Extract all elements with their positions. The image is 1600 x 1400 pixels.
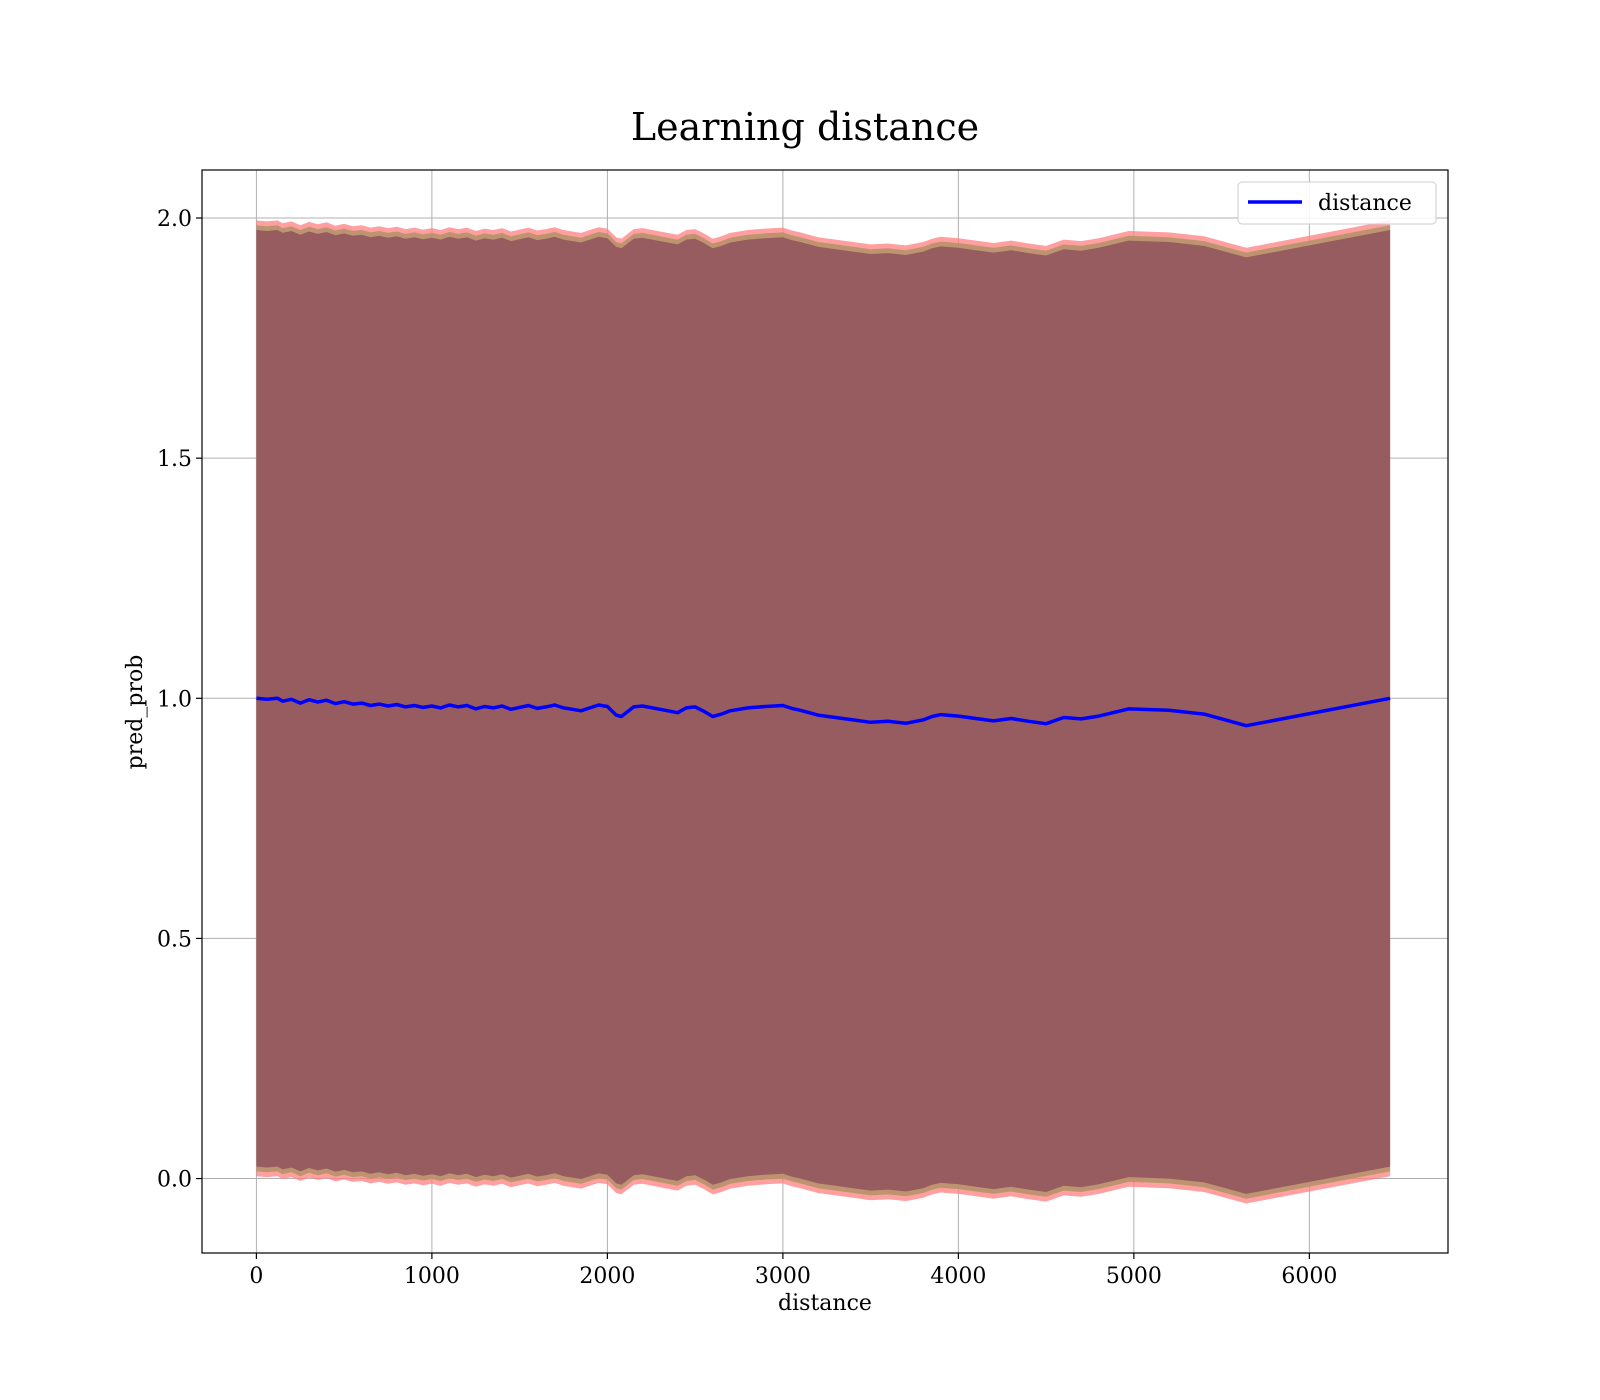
series-layer — [256, 696, 1391, 728]
x-tick-label-1: 1000 — [404, 1264, 460, 1289]
legend-label-distance: distance — [1318, 191, 1412, 216]
x-tick-label-4: 4000 — [930, 1264, 986, 1289]
y-tick-label-1: 0.5 — [157, 927, 192, 952]
y-axis-label: pred_prob — [123, 655, 148, 770]
chart-title: Learning distance — [631, 105, 979, 149]
y-tick-label-4: 2.0 — [157, 207, 192, 232]
y-tick-label-0: 0.0 — [157, 1168, 192, 1193]
y-tick-label-2: 1.0 — [157, 687, 192, 712]
legend: distance — [1237, 181, 1437, 225]
band-fill — [256, 230, 1391, 1194]
x-tick-label-0: 0 — [249, 1264, 263, 1289]
plot-frame — [201, 169, 1449, 1254]
y-tick-label-3: 1.5 — [157, 447, 192, 472]
legend-box — [1237, 181, 1437, 225]
y-axis-ticks: 0.0 0.5 1.0 1.5 2.0 — [157, 207, 202, 1193]
x-tick-label-3: 3000 — [755, 1264, 811, 1289]
x-tick-label-5: 5000 — [1106, 1264, 1162, 1289]
series-line-distance — [256, 696, 1391, 728]
x-axis-ticks: 0 1000 2000 3000 4000 5000 6000 — [249, 1253, 1337, 1289]
x-axis-label: distance — [778, 1291, 872, 1316]
confidence-band — [256, 220, 1391, 1204]
x-tick-label-2: 2000 — [579, 1264, 635, 1289]
x-tick-label-6: 6000 — [1281, 1264, 1337, 1289]
